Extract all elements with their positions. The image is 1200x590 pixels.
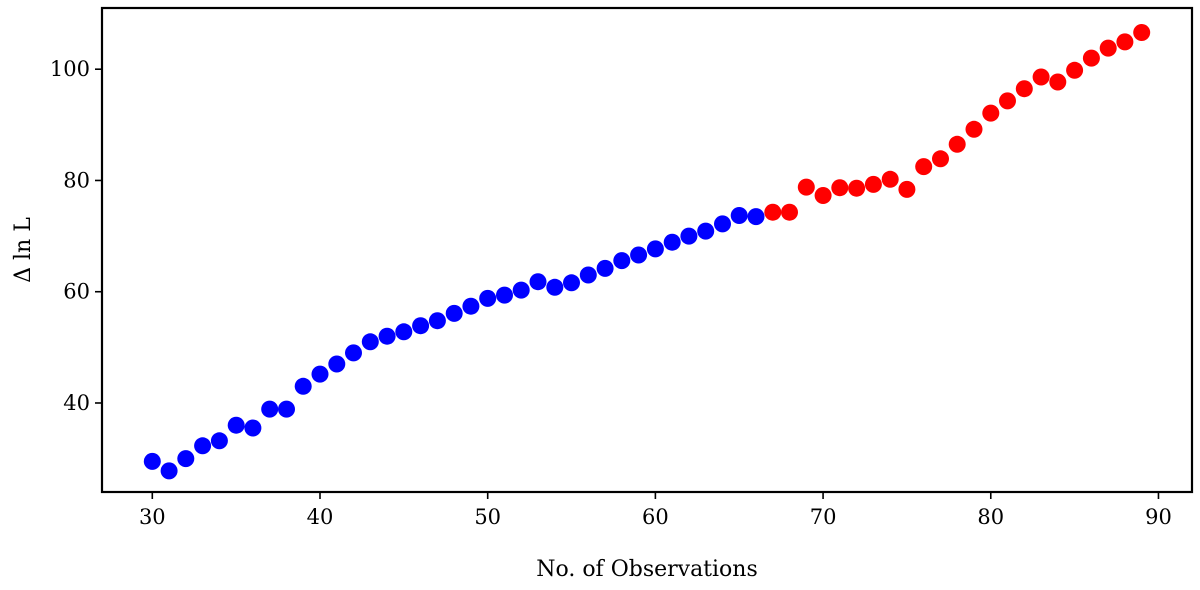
y-tick-label: 60 [63,280,90,304]
series-2-point [1049,73,1067,91]
series-2-point [831,179,849,197]
series-2-point [999,92,1016,110]
y-axis: 40 60 80 100 [50,57,102,415]
plot-frame [100,6,1194,494]
series-1-point [210,432,228,450]
series-1-point [479,289,497,307]
series-1-point [579,266,597,284]
series-1-point [563,274,580,292]
series-1-point [630,246,648,264]
x-axis-label: No. of Observations [536,557,758,582]
series-2-point [1015,80,1033,98]
series-2-point [764,203,782,221]
x-tick-label: 90 [1145,505,1172,529]
series-2-point [1099,39,1117,57]
series-1-point [278,400,295,418]
series-2-point [881,170,899,188]
series-2-point [848,179,866,197]
series-1-point [160,462,178,480]
series-1-point [294,377,312,395]
series-2-point [965,120,983,138]
series-2-point [1082,49,1100,67]
series-1-point [412,317,430,335]
series-1-point [261,400,279,418]
x-tick-label: 40 [307,505,334,529]
series-2-point [1133,24,1151,41]
series-2-point [982,104,1000,122]
series-1-point [747,208,765,226]
series-1-point [730,207,748,224]
series-2-point [898,180,916,198]
x-tick-label: 30 [139,505,166,529]
series-1-point [445,304,463,322]
series-1-point [714,215,731,233]
series-1-point [378,327,396,345]
series-1-point [613,252,631,270]
series-1-point [462,297,480,315]
series-1-point [546,278,564,296]
series-2-point [781,203,798,221]
series-1-point [512,281,530,299]
x-tick-label: 60 [642,505,669,529]
series-1-point [143,452,161,470]
series-1-point [663,233,681,251]
x-tick-label: 50 [474,505,501,529]
series-2-point [1066,61,1084,79]
series-2-point [814,187,832,204]
data-points [143,24,1151,480]
series-1-point [244,419,262,437]
series-2-point [915,158,933,176]
series-1-point [646,240,664,258]
x-axis: 30 40 50 60 70 80 90 [139,492,1172,529]
y-tick-label: 100 [50,57,90,81]
series-2-point [1116,33,1134,51]
series-2-point [864,175,882,193]
series-1-point [311,365,329,383]
series-2-point [797,178,815,196]
series-1-point [361,333,379,351]
series-2-point [932,150,949,168]
series-1-point [177,450,195,468]
series-1-point [194,437,212,455]
series-2-point [948,135,966,153]
x-tick-label: 80 [977,505,1004,529]
series-1-point [680,227,698,245]
series-1-point [496,286,513,304]
series-1-point [596,259,614,277]
series-1-point [697,222,715,240]
y-tick-label: 80 [63,168,90,192]
series-2-point [1032,68,1050,86]
series-1-point [328,355,346,373]
series-1-point [529,273,547,291]
series-1-point [395,323,413,341]
series-1-point [345,344,362,362]
y-axis-label: Δ ln L [11,217,36,283]
series-1-point [428,312,446,330]
y-tick-label: 40 [63,391,90,415]
series-1-point [227,416,245,434]
x-tick-label: 70 [810,505,837,529]
